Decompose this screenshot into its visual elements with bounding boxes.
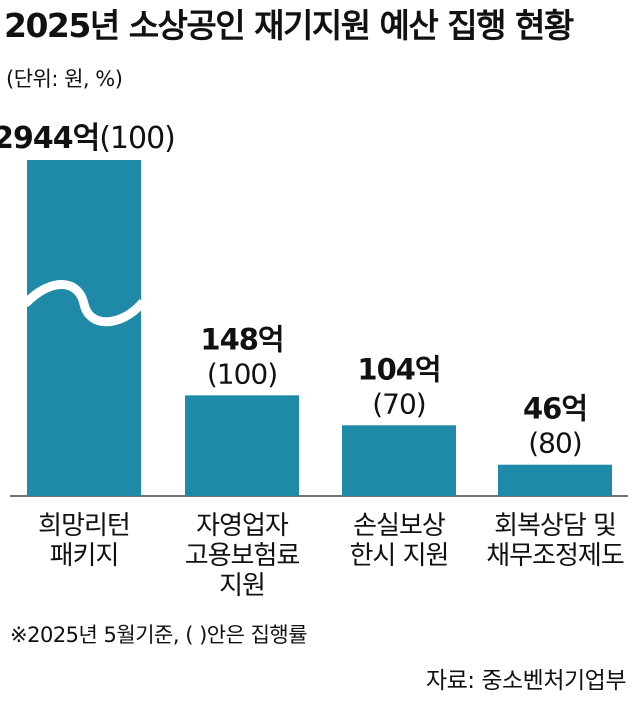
- value-label-4: 46억: [523, 392, 587, 426]
- axis-break-wave: [21, 280, 147, 327]
- chart-title: 2025년 소상공인 재기지원 예산 집행 현황: [4, 6, 574, 45]
- rate-label-3: (70): [372, 387, 425, 420]
- bar-1: [27, 160, 141, 496]
- category-label-4-line-2: 채무조정제도: [486, 541, 624, 571]
- category-label-4-line-1: 회복상담 및: [494, 511, 616, 541]
- unit-note: (단위: 원, %): [6, 67, 123, 91]
- rate-label-1: (100): [99, 121, 175, 156]
- category-label-1-line-2: 패키지: [50, 541, 119, 571]
- category-label-3-line-1: 손실보상: [353, 511, 445, 541]
- rate-label-4: (80): [528, 427, 581, 460]
- bar-4: [498, 464, 612, 496]
- bar-3: [342, 425, 456, 496]
- category-label-1-line-1: 희망리턴: [38, 511, 130, 541]
- value-label-2: 148억: [200, 322, 283, 356]
- value-label-1-amount: 2944억: [0, 121, 99, 156]
- footnote: ※2025년 5월기준, ( )안은 집행률: [10, 623, 308, 647]
- rate-label-2: (100): [207, 357, 277, 390]
- category-label-3-line-2: 한시 지원: [350, 541, 449, 571]
- value-label-1: 2944억(100): [0, 121, 175, 156]
- source-note: 자료: 중소벤처기업부: [425, 668, 627, 694]
- category-label-2-line-1: 자영업자: [196, 511, 289, 541]
- category-label-2-line-2: 고용보험료: [185, 541, 300, 571]
- value-label-3: 104억: [357, 352, 440, 386]
- bar-2: [185, 395, 299, 496]
- category-label-2-line-3: 지원: [219, 571, 265, 601]
